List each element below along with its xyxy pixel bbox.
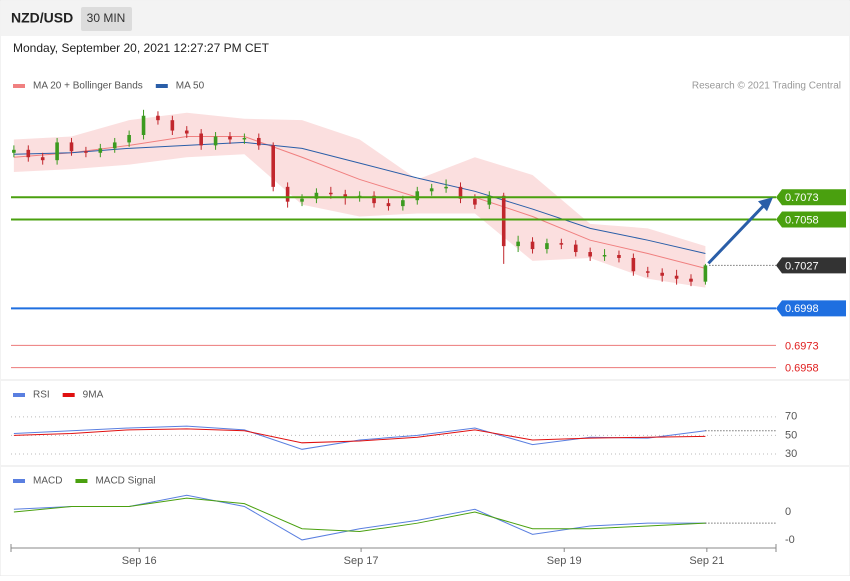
credit: Research © 2021 Trading Central [692,81,841,92]
level-label: 0.6998 [785,303,819,315]
y-tick-label: 70 [785,411,797,423]
level-box [776,300,846,317]
level-label: 0.7058 [785,214,819,226]
x-tick-label: Sep 17 [344,555,379,567]
forecast-arrow [707,202,768,265]
candle-body [530,241,535,250]
candle-body [55,142,59,161]
level-label: 0.7073 [785,192,819,204]
candle-body [674,275,679,279]
indicator-line [13,428,706,444]
candle-body [156,115,160,121]
candle-body [444,186,448,189]
forecast-arrowhead [758,197,773,212]
candle-body [487,195,492,205]
candle-body [372,195,376,204]
candle-body [415,191,420,201]
ma-line [13,141,706,255]
candle-body [12,149,16,153]
candle-body [256,137,261,146]
y-tick-label: 0 [785,506,791,518]
candle-body [343,194,348,198]
candle-body [271,145,276,187]
symbol: NZD/USD [11,10,73,26]
level-label: 0.6958 [785,362,819,374]
candle-body [703,265,708,282]
legend-swatch [13,479,25,483]
legend-label: MA 50 [176,81,205,92]
candle-body [573,244,578,253]
y-tick-label: 30 [785,448,797,460]
candle-body [458,186,463,199]
y-tick-label: -0 [785,534,795,546]
candle-body [184,130,189,134]
legend-label: RSI [33,390,50,401]
level-label: 0.7027 [785,260,819,272]
y-tick-label: 50 [785,429,797,441]
level-box [776,211,846,228]
legend-swatch [62,393,75,397]
candle-body [559,243,564,245]
candle-body [242,137,247,140]
candle-body [98,148,103,153]
candle-body [329,192,333,195]
candle-body [516,241,520,247]
level-box [776,189,846,206]
candle-body [69,142,74,152]
candle-body [401,200,405,207]
candle-body [285,186,290,202]
candle-body [473,198,477,205]
candle-body [617,255,621,258]
candle-body [40,157,45,161]
level-box [776,257,846,274]
candle-body [300,198,304,202]
candle-body [386,203,391,207]
x-tick-label: Sep 16 [122,555,157,567]
x-tick-label: Sep 21 [689,555,724,567]
interval-button[interactable] [81,7,132,31]
legend-label: MACD Signal [95,476,155,487]
candle-body [199,133,203,146]
candle-body [112,142,117,149]
x-tick-label: Sep 19 [547,555,582,567]
indicator-line [13,425,706,450]
candle-body [645,271,650,273]
legend-label: 9MA [83,390,104,401]
candle-body [429,188,434,192]
candle-body [84,151,88,153]
candle-body [26,149,31,158]
timestamp: Monday, September 20, 2021 12:27:27 PM C… [13,41,270,55]
candle-body [170,120,175,131]
header-bar [1,1,849,36]
candle-body [689,278,693,282]
level-label: 0.6973 [785,340,819,352]
legend-swatch [13,84,25,88]
candle-body [588,252,592,257]
candle-body [314,192,319,199]
candle-body [127,135,131,143]
legend-swatch [13,393,25,397]
candle-body [213,136,218,146]
candle-body [141,115,146,135]
indicator-line [13,497,706,533]
legend-swatch [75,479,88,483]
candle-body [501,195,506,247]
candle-body [228,136,232,140]
interval[interactable]: 30 MIN [87,11,126,25]
candle-body [545,243,549,250]
legend-label: MA 20 + Bollinger Bands [33,81,143,92]
candle-body [660,272,664,276]
candle-body [602,255,607,257]
legend-label: MACD [33,476,62,487]
candle-body [631,257,636,272]
legend-swatch [155,84,168,88]
